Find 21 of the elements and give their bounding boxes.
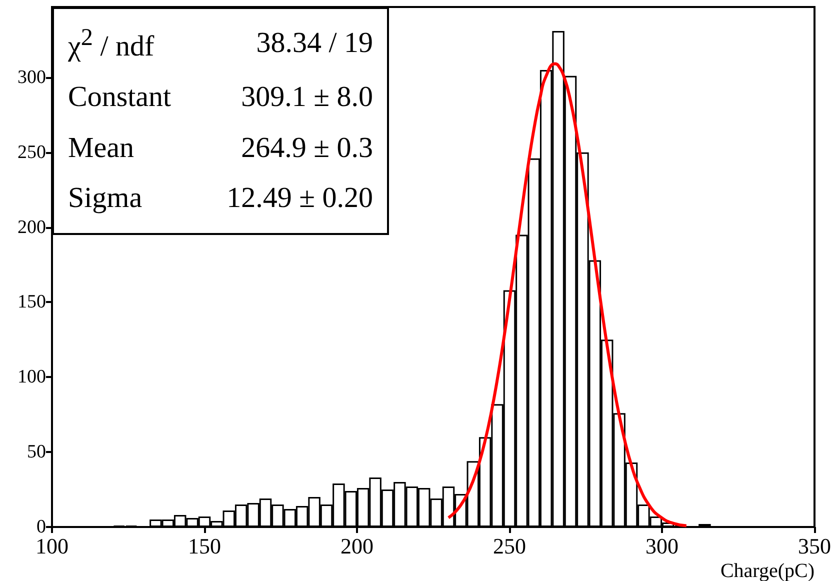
annotation: 264.9 ± 0.3 (240, 130, 373, 166)
y-tick-label: 300 (18, 66, 46, 88)
x-tick-label: 150 (188, 534, 221, 558)
annotation: χ$^{2}$ / ndf (68, 23, 156, 65)
annotation: 309.1 ± 8.0 (240, 80, 373, 116)
annotation: Mean (68, 130, 136, 166)
annotation: 12.49 ± 0.20 (226, 180, 373, 216)
x-tick-label: 200 (340, 534, 374, 558)
x-tick-label: 350 (798, 534, 831, 558)
y-tick-label: 150 (18, 292, 46, 313)
x-tick-label: 250 (493, 534, 526, 558)
y-tick-label: 200 (18, 216, 46, 238)
y-tick-label: 250 (18, 142, 46, 163)
y-tick-label: 50 (27, 442, 46, 463)
y-tick-label: 0 (36, 516, 46, 538)
annotation: 38.34 / 19 (255, 26, 373, 62)
y-tick-label: 100 (18, 366, 46, 388)
x-tick-label: 300 (646, 534, 678, 558)
annotation: Constant (68, 80, 172, 116)
x-axis-title: Charge(pC) (720, 560, 814, 581)
annotation: Sigma (68, 180, 144, 216)
